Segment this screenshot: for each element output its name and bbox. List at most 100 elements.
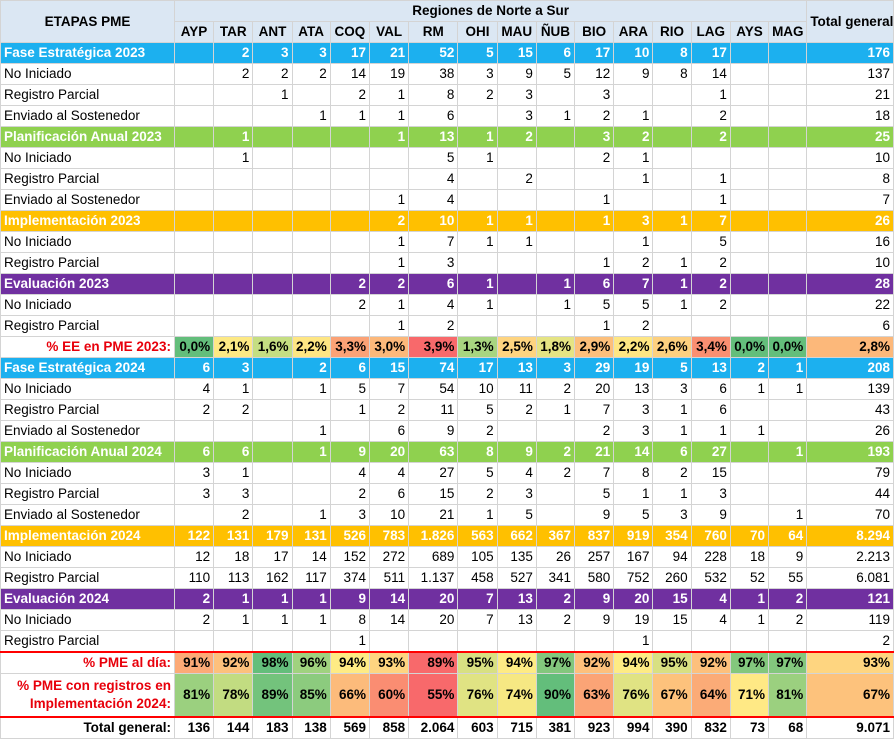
- cell-value: 3: [291, 42, 331, 64]
- cell-value: 5: [457, 399, 498, 421]
- region-header: MAG: [768, 21, 808, 43]
- percent-row: % PME con registros en Implementación 20…: [0, 673, 894, 718]
- cell-value: 0,0%: [729, 336, 770, 358]
- cell-value: 2: [690, 273, 731, 295]
- cell-value: 10: [408, 210, 459, 232]
- cell-value: [652, 231, 692, 253]
- cell-value: 11: [408, 399, 459, 421]
- cell-value: 8: [652, 63, 692, 85]
- cell-value: 152: [329, 546, 370, 568]
- row-label: No Iniciado: [0, 231, 175, 253]
- cell-value: [173, 210, 215, 232]
- table-row: No Iniciado 1 5 1 2 1 10: [0, 147, 894, 169]
- cell-value: 374: [329, 567, 370, 589]
- cell-value: 752: [613, 567, 654, 589]
- cell-value: 1: [213, 462, 254, 484]
- cell-value: 1: [291, 504, 331, 526]
- cell-value: 2,2%: [613, 336, 654, 358]
- cell-value: 2: [173, 588, 215, 610]
- cell-value: [729, 84, 770, 106]
- cell-value: [291, 462, 331, 484]
- cell-value: [213, 84, 254, 106]
- cell-value: 66%: [329, 673, 370, 718]
- cell-value: 14: [690, 63, 731, 85]
- cell-value: [252, 294, 293, 316]
- cell-value: 2,5%: [496, 336, 537, 358]
- cell-value: [535, 210, 576, 232]
- grand-total-cell: 569: [329, 716, 370, 739]
- row-total: 44: [806, 483, 894, 505]
- cell-value: 13: [496, 357, 537, 379]
- cell-value: 1.826: [408, 525, 459, 547]
- cell-value: [329, 252, 370, 274]
- region-header: RM: [408, 21, 459, 43]
- cell-value: 3: [613, 210, 654, 232]
- row-total: 22: [806, 294, 894, 316]
- row-total: 67%: [806, 673, 894, 718]
- cell-value: [329, 147, 370, 169]
- cell-value: 64%: [690, 673, 731, 718]
- cell-value: 1: [368, 126, 410, 148]
- region-header: BIO: [574, 21, 615, 43]
- cell-value: [535, 147, 576, 169]
- cell-value: [768, 84, 808, 106]
- cell-value: 55: [768, 567, 808, 589]
- cell-value: [329, 168, 370, 190]
- cell-value: 5: [574, 294, 615, 316]
- cell-value: [535, 483, 576, 505]
- cell-value: [291, 231, 331, 253]
- cell-value: 8: [329, 609, 370, 631]
- cell-value: 2: [574, 420, 615, 442]
- cell-value: 15: [652, 609, 692, 631]
- cell-value: 27: [408, 462, 459, 484]
- percent-row: % EE en PME 2023: 0,0% 2,1% 1,6% 2,2% 3,3% 3,0…: [0, 336, 894, 358]
- grand-total-label: Total general:: [0, 716, 175, 739]
- cell-value: 526: [329, 525, 370, 547]
- row-label: Fase Estratégica 2024: [0, 357, 175, 379]
- cell-value: [368, 630, 410, 653]
- cell-value: 3,3%: [329, 336, 370, 358]
- cell-value: 1: [368, 105, 410, 127]
- cell-value: 6: [574, 273, 615, 295]
- cell-value: [496, 315, 537, 337]
- cell-value: [252, 273, 293, 295]
- cell-value: [729, 315, 770, 337]
- cell-value: 5: [613, 294, 654, 316]
- cell-value: 15: [496, 42, 537, 64]
- regions-title: Regiones de Norte a Sur: [173, 0, 808, 22]
- cell-value: 6: [535, 42, 576, 64]
- cell-value: 20: [368, 441, 410, 463]
- row-label: Registro Parcial: [0, 315, 175, 337]
- table-row: No Iniciado 2 1 4 1 1 5 5 1 2 22: [0, 294, 894, 316]
- cell-value: [729, 42, 770, 64]
- grand-total-cell: 73: [729, 716, 770, 739]
- table-row: No Iniciado 1 7 1 1 1 5 16: [0, 231, 894, 253]
- cell-value: 6: [368, 483, 410, 505]
- cell-value: 1: [368, 231, 410, 253]
- cell-value: 113: [213, 567, 254, 589]
- cell-value: 13: [613, 378, 654, 400]
- cell-value: 15: [368, 357, 410, 379]
- cell-value: 10: [457, 378, 498, 400]
- cell-value: [457, 315, 498, 337]
- cell-value: [213, 105, 254, 127]
- table-row: Registro Parcial 2 2 1 2 11 5 2 1 7 3 1 6 43: [0, 399, 894, 421]
- cell-value: [729, 294, 770, 316]
- cell-value: 3: [252, 42, 293, 64]
- section-header-row: Fase Estratégica 2024 6 3 2 6 15 74 17 13 3 29 19 5 1…: [0, 357, 894, 379]
- cell-value: 14: [613, 441, 654, 463]
- cell-value: 20: [613, 588, 654, 610]
- cell-value: 2: [457, 84, 498, 106]
- cell-value: 2: [768, 609, 808, 631]
- cell-value: 17: [252, 546, 293, 568]
- cell-value: [768, 210, 808, 232]
- row-label: Registro Parcial: [0, 630, 175, 653]
- cell-value: 1,8%: [535, 336, 576, 358]
- cell-value: [213, 273, 254, 295]
- cell-value: 2: [690, 294, 731, 316]
- grand-total-cell: 715: [496, 716, 537, 739]
- cell-value: 0,0%: [768, 336, 808, 358]
- cell-value: 15: [690, 462, 731, 484]
- cell-value: 2: [574, 105, 615, 127]
- cell-value: 1: [291, 609, 331, 631]
